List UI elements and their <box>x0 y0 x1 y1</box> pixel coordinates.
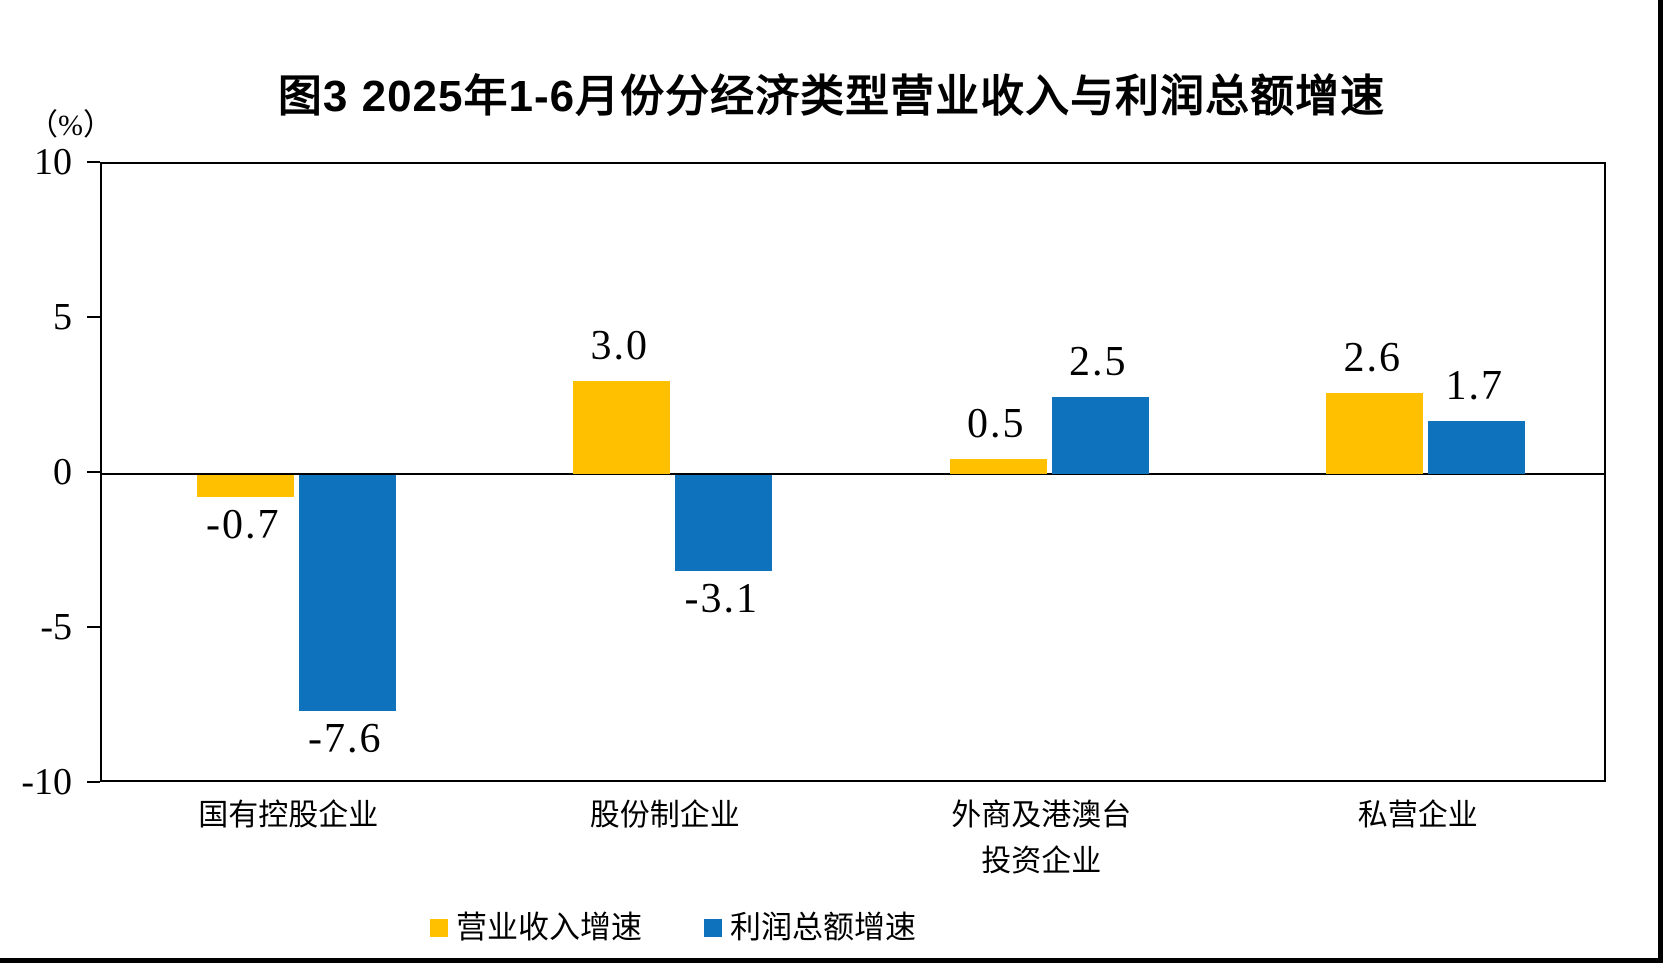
revenue-bar-1 <box>573 381 671 474</box>
revenue-bar-2 <box>949 458 1047 474</box>
legend-label-revenue: 营业收入增速 <box>456 910 642 945</box>
chart-title: 图3 2025年1-6月份分经济类型营业收入与利润总额增速 <box>277 72 1386 121</box>
data-label: -3.1 <box>684 576 759 623</box>
y-tick-label: -5 <box>40 606 72 648</box>
profit-legend-swatch-icon <box>704 919 722 937</box>
legend: 营业收入增速 利润总额增速 <box>430 908 916 948</box>
category-label: 私营企业 <box>1357 799 1478 832</box>
y-tick-mark <box>87 781 100 783</box>
legend-item-profit: 利润总额增速 <box>704 908 916 948</box>
y-tick-mark <box>87 161 100 163</box>
profit-bar-0 <box>298 475 396 711</box>
data-label: -7.6 <box>308 715 383 762</box>
data-label: 1.7 <box>1445 363 1504 410</box>
data-label: 2.5 <box>1069 338 1128 385</box>
zero-axis-line <box>102 473 1604 475</box>
category-label: 外商及港澳台 投资企业 <box>951 799 1132 878</box>
revenue-legend-swatch-icon <box>430 919 448 937</box>
y-tick-mark <box>87 626 100 628</box>
legend-label-profit: 利润总额增速 <box>730 910 916 945</box>
y-tick-label: 5 <box>53 296 72 338</box>
category-label: 国有控股企业 <box>198 799 379 832</box>
profit-bar-3 <box>1428 421 1526 474</box>
legend-item-revenue: 营业收入增速 <box>430 908 642 948</box>
table-cell-border-right <box>1658 0 1663 963</box>
data-label: 2.6 <box>1343 335 1402 382</box>
revenue-bar-3 <box>1326 393 1424 474</box>
data-label: 3.0 <box>590 323 649 369</box>
y-tick-mark <box>87 471 100 473</box>
profit-bar-2 <box>1051 396 1149 474</box>
plot-area <box>100 162 1606 782</box>
x-axis-category-labels: 国有控股企业 股份制企业 外商及港澳台 投资企业 私营企业 <box>100 793 1606 885</box>
y-axis-unit-label: （%） <box>28 109 113 142</box>
y-tick-label: 0 <box>53 451 72 493</box>
y-tick-label: -10 <box>21 761 72 803</box>
revenue-bar-0 <box>196 475 294 497</box>
y-tick-label: 10 <box>34 141 72 183</box>
y-tick-mark <box>87 316 100 318</box>
category-label: 股份制企业 <box>589 799 740 832</box>
table-cell-border-bottom <box>0 958 1663 963</box>
profit-bar-1 <box>675 475 773 572</box>
data-label: -0.7 <box>206 501 281 548</box>
data-label: 0.5 <box>967 400 1026 447</box>
